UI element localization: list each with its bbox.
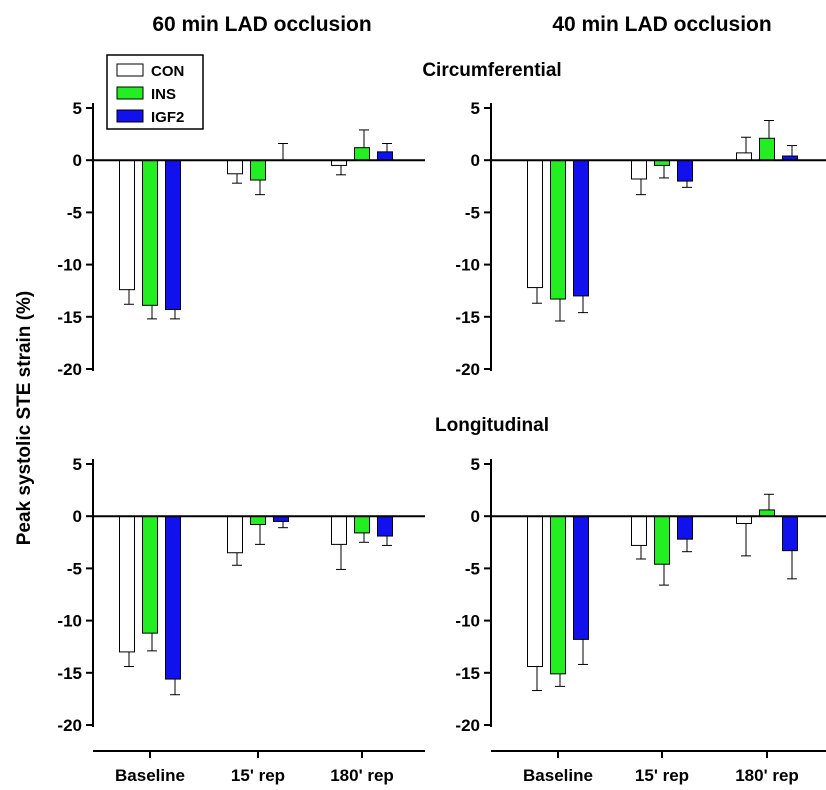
bar-igf2 — [166, 516, 181, 679]
legend-label-ins: INS — [151, 86, 176, 103]
bar-ins — [143, 160, 158, 305]
y-tick-label: 5 — [471, 99, 480, 118]
bar-ins — [551, 516, 566, 674]
category-axis-right: Baseline 15' rep 180' rep — [491, 751, 826, 785]
y-tick-label: 5 — [73, 455, 82, 474]
legend-swatch-con — [117, 64, 143, 76]
x-tick-label: Baseline — [115, 766, 185, 785]
column-title-40-min: 40 min LAD occlusion — [552, 13, 771, 36]
bar-ins — [251, 160, 266, 180]
panel-40-min-longitudinal: 5 0 -5 -10 -15 -20 — [455, 455, 826, 735]
y-tick-label: 0 — [471, 507, 480, 526]
row-title-circumferential: Circumferential — [422, 60, 561, 81]
category-axis-left: Baseline 15' rep 180' rep — [93, 751, 425, 785]
y-tick-label: 0 — [471, 151, 480, 170]
bar-igf2 — [783, 516, 798, 550]
bar-igf2 — [678, 516, 693, 539]
y-tick-label: -15 — [455, 664, 480, 683]
bar-con — [528, 160, 543, 287]
y-tick-label: -5 — [67, 559, 82, 578]
bar-ins — [551, 160, 566, 299]
y-tick-label: -15 — [455, 308, 480, 327]
bar-ins — [143, 516, 158, 633]
y-tick-label: -20 — [455, 716, 480, 735]
y-tick-label: -5 — [465, 559, 480, 578]
y-tick-label: -10 — [57, 612, 82, 631]
bar-con — [737, 153, 752, 160]
bar-con — [228, 516, 243, 553]
x-tick-label: Baseline — [523, 766, 593, 785]
bar-igf2 — [574, 160, 589, 296]
bar-igf2 — [378, 152, 393, 160]
legend: CON INS IGF2 — [107, 55, 203, 129]
bar-con — [632, 160, 647, 179]
x-tick-label: 15' rep — [231, 766, 285, 785]
bar-con — [528, 516, 543, 666]
bar-con — [120, 516, 135, 652]
y-tick-label: -5 — [465, 203, 480, 222]
bar-con — [632, 516, 647, 545]
y-tick-label: -10 — [455, 612, 480, 631]
panel-40-min-circumferential: 5 0 -5 -10 -15 -20 — [455, 99, 826, 379]
panel-60-min-longitudinal: 5 0 -5 -10 -15 -20 — [57, 455, 425, 735]
y-tick-label: -5 — [67, 203, 82, 222]
x-tick-label: 15' rep — [635, 766, 689, 785]
row-title-longitudinal: Longitudinal — [435, 415, 549, 436]
bar-ins — [760, 138, 775, 160]
x-tick-label: 180' rep — [330, 766, 394, 785]
bar-ins — [355, 516, 370, 533]
y-tick-label: -15 — [57, 308, 82, 327]
y-tick-label: -20 — [57, 716, 82, 735]
y-tick-label: -20 — [455, 360, 480, 379]
y-tick-label: 0 — [73, 151, 82, 170]
y-tick-label: 5 — [73, 99, 82, 118]
bar-con — [737, 516, 752, 523]
bar-con — [120, 160, 135, 289]
bar-igf2 — [378, 516, 393, 536]
y-tick-label: -10 — [455, 256, 480, 275]
y-tick-label: 0 — [73, 507, 82, 526]
legend-label-igf2: IGF2 — [151, 109, 184, 126]
y-tick-label: -15 — [57, 664, 82, 683]
bar-ins — [251, 516, 266, 524]
bar-igf2 — [678, 160, 693, 181]
panel-60-min-circumferential: 5 0 -5 -10 -15 -20 — [57, 99, 425, 379]
bar-igf2 — [574, 516, 589, 639]
x-tick-label: 180' rep — [735, 766, 799, 785]
bar-con — [228, 160, 243, 174]
y-tick-label: -10 — [57, 256, 82, 275]
bar-ins — [655, 516, 670, 564]
y-axis-label: Peak systolic STE strain (%) — [14, 291, 35, 546]
bar-igf2 — [166, 160, 181, 309]
bar-con — [332, 516, 347, 544]
y-tick-label: 5 — [471, 455, 480, 474]
y-tick-label: -20 — [57, 360, 82, 379]
legend-swatch-igf2 — [117, 110, 143, 122]
bar-ins — [355, 148, 370, 161]
legend-swatch-ins — [117, 87, 143, 99]
legend-label-con: CON — [151, 63, 184, 80]
column-title-60-min: 60 min LAD occlusion — [152, 13, 371, 36]
